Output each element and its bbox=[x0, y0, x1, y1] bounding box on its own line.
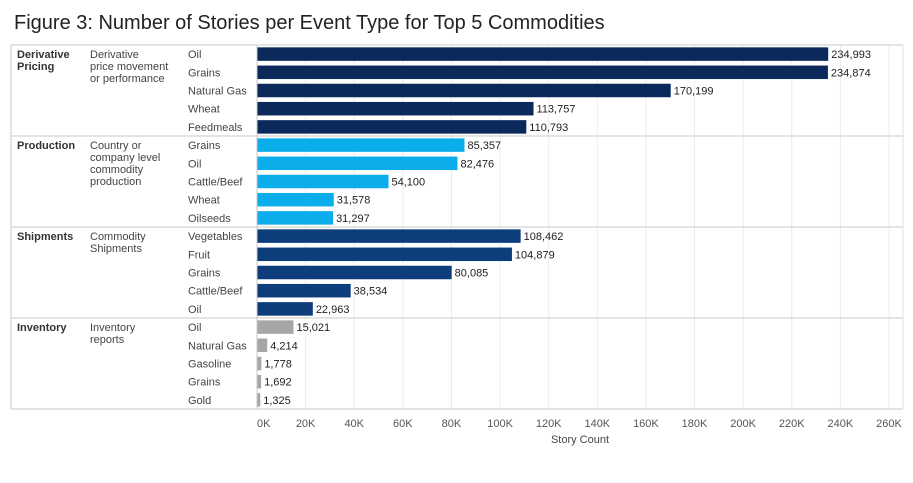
data-label: 104,879 bbox=[515, 249, 555, 261]
bar-inventory-grains bbox=[257, 374, 262, 389]
x-tick-label: 200K bbox=[730, 418, 756, 430]
chart-title: Figure 3: Number of Stories per Event Ty… bbox=[14, 12, 605, 34]
x-tick-label: 100K bbox=[487, 418, 513, 430]
category-label: Grains bbox=[188, 268, 221, 280]
category-label: Oil bbox=[188, 49, 201, 61]
x-tick-label: 160K bbox=[633, 418, 659, 430]
category-label: Grains bbox=[188, 377, 221, 389]
x-tick-label: 120K bbox=[536, 418, 562, 430]
x-tick-label: 220K bbox=[779, 418, 805, 430]
category-label: Grains bbox=[188, 140, 221, 152]
category-label: Gold bbox=[188, 395, 211, 407]
bar-inventory-oil bbox=[257, 320, 294, 334]
category-label: Wheat bbox=[188, 195, 220, 207]
x-tick-label: 180K bbox=[682, 418, 708, 430]
x-tick-label: 140K bbox=[584, 418, 610, 430]
category-label: Fruit bbox=[188, 249, 210, 261]
group-description: price movement bbox=[90, 61, 168, 73]
bar-derivative-pricing-wheat bbox=[257, 101, 534, 116]
group-description: Shipments bbox=[90, 243, 142, 255]
category-label: Oilseeds bbox=[188, 213, 231, 225]
group-description: company level bbox=[90, 152, 160, 164]
x-tick-label: 60K bbox=[393, 418, 413, 430]
bar-shipments-oil bbox=[257, 302, 313, 316]
data-label: 110,793 bbox=[529, 122, 568, 134]
group-description: Country or bbox=[90, 140, 142, 152]
category-label: Vegetables bbox=[188, 231, 243, 243]
data-label: 1,778 bbox=[264, 359, 292, 371]
data-label: 234,874 bbox=[831, 67, 871, 79]
group-description: reports bbox=[90, 334, 125, 346]
bar-shipments-cattle-beef bbox=[257, 283, 351, 298]
group-description: Inventory bbox=[90, 322, 136, 334]
data-label: 31,297 bbox=[336, 213, 370, 225]
data-label: 54,100 bbox=[392, 177, 426, 189]
data-label: 4,214 bbox=[270, 340, 298, 352]
category-label: Gasoline bbox=[188, 359, 231, 371]
bar-shipments-grains bbox=[257, 265, 452, 280]
data-label: 82,476 bbox=[460, 158, 494, 170]
category-label: Oil bbox=[188, 322, 201, 334]
group-description: Commodity bbox=[90, 231, 146, 243]
group-description: production bbox=[90, 176, 141, 188]
data-label: 108,462 bbox=[524, 231, 564, 243]
category-label: Natural Gas bbox=[188, 340, 247, 352]
data-label: 85,357 bbox=[467, 140, 501, 152]
category-label: Grains bbox=[188, 67, 221, 79]
data-label: 15,021 bbox=[297, 322, 331, 334]
category-label: Cattle/Beef bbox=[188, 286, 243, 298]
bar-derivative-pricing-feedmeals bbox=[257, 120, 527, 134]
category-label: Cattle/Beef bbox=[188, 177, 243, 189]
x-tick-label: 260K bbox=[876, 418, 902, 430]
bar-derivative-pricing-grains bbox=[257, 65, 828, 80]
x-tick-label: 80K bbox=[442, 418, 462, 430]
bar-production-oilseeds bbox=[257, 211, 334, 225]
group-description: or performance bbox=[90, 73, 165, 85]
category-label: Feedmeals bbox=[188, 122, 243, 134]
group-name-shipments: Shipments bbox=[17, 231, 73, 243]
bar-inventory-gasoline bbox=[257, 356, 262, 371]
x-tick-label: 40K bbox=[344, 418, 364, 430]
data-label: 38,534 bbox=[354, 286, 388, 298]
bar-production-grains bbox=[257, 138, 465, 152]
data-label: 22,963 bbox=[316, 304, 350, 316]
category-label: Wheat bbox=[188, 104, 220, 116]
data-label: 1,325 bbox=[263, 395, 291, 407]
data-label: 31,578 bbox=[337, 195, 371, 207]
data-label: 170,199 bbox=[674, 86, 714, 98]
group-name-derivative-pricing: Derivative bbox=[17, 49, 70, 61]
x-tick-label: 0K bbox=[257, 418, 271, 430]
x-axis-label: Story Count bbox=[550, 434, 610, 446]
data-label: 234,993 bbox=[831, 49, 871, 61]
bar-production-cattle-beef bbox=[257, 174, 389, 189]
category-label: Oil bbox=[188, 304, 201, 316]
bar-shipments-vegetables bbox=[257, 229, 521, 243]
bar-shipments-fruit bbox=[257, 247, 512, 262]
category-label: Oil bbox=[188, 158, 201, 170]
group-description: Derivative bbox=[90, 49, 139, 61]
data-label: 1,692 bbox=[264, 377, 292, 389]
bar-inventory-gold bbox=[257, 393, 261, 407]
group-name-derivative-pricing: Pricing bbox=[17, 61, 54, 73]
category-label: Natural Gas bbox=[188, 86, 247, 98]
group-description: commodity bbox=[90, 164, 144, 176]
bar-derivative-pricing-oil bbox=[257, 47, 829, 61]
group-name-production: Production bbox=[17, 140, 75, 152]
bar-derivative-pricing-natural-gas bbox=[257, 83, 671, 98]
bar-inventory-natural-gas bbox=[257, 338, 268, 353]
x-tick-label: 20K bbox=[296, 418, 316, 430]
data-label: 80,085 bbox=[455, 268, 489, 280]
data-label: 113,757 bbox=[537, 104, 576, 116]
bar-production-wheat bbox=[257, 192, 334, 207]
bar-production-oil bbox=[257, 156, 458, 171]
x-tick-label: 240K bbox=[828, 418, 854, 430]
group-name-inventory: Inventory bbox=[17, 322, 67, 334]
